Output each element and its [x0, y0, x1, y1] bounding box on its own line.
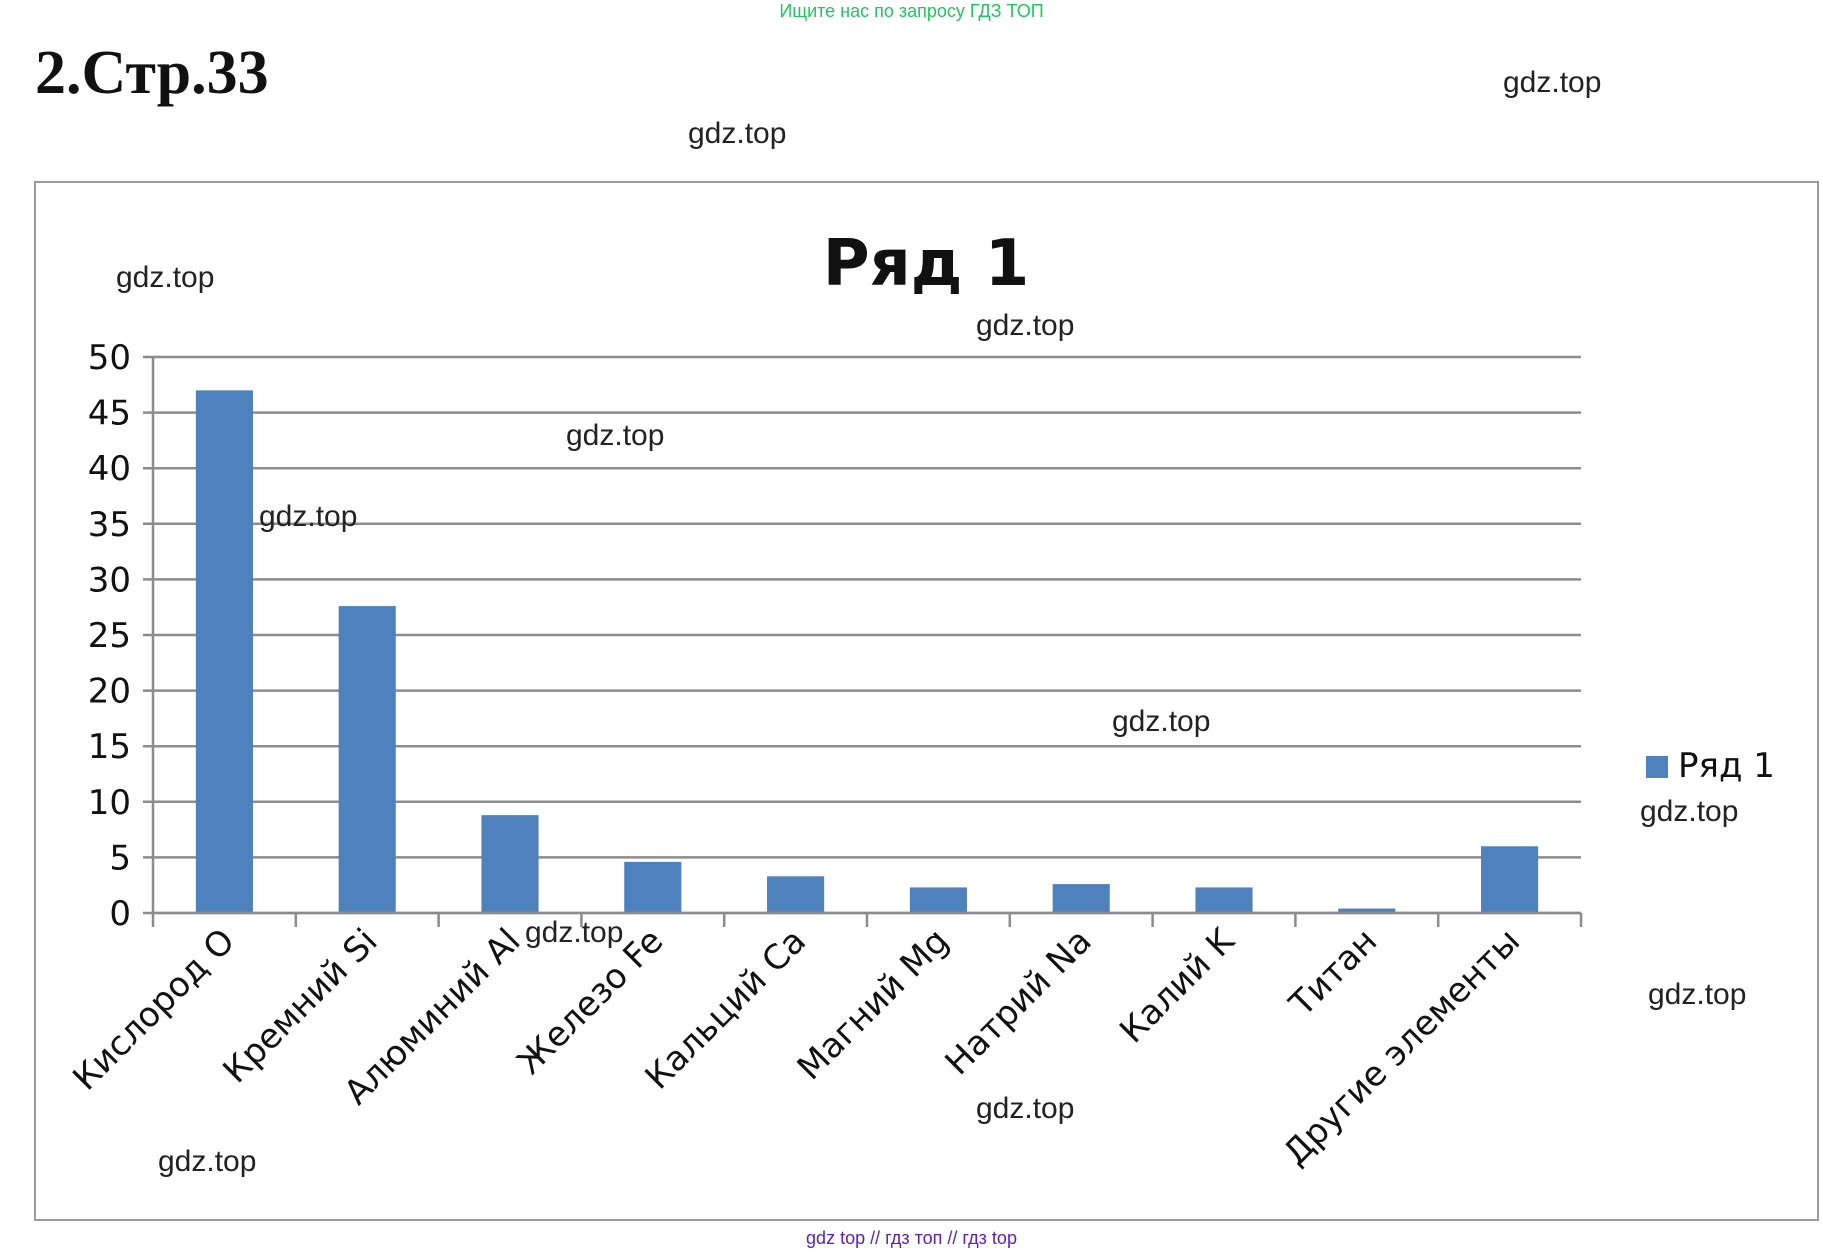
footer-links[interactable]: gdz top // гдз топ // гдз top: [806, 1228, 1017, 1248]
bar: [624, 861, 682, 913]
watermark: gdz.top: [976, 309, 1075, 342]
x-tick-label: Другие элементы: [1276, 921, 1528, 1173]
y-tick-label: 5: [109, 838, 131, 878]
watermark: gdz.top: [688, 117, 787, 150]
watermark: gdz.top: [566, 419, 665, 452]
bar: [1338, 908, 1396, 913]
bar: [1052, 884, 1110, 913]
bar: [1195, 887, 1253, 913]
y-tick-label: 10: [88, 783, 131, 823]
bar-chart: Ряд 1 0 5 10 15 20 25 30 35 40 45 50 Кислород ОКре…: [65, 227, 1775, 1173]
bar: [195, 390, 253, 913]
x-tick-label: Натрий Na: [938, 921, 1100, 1083]
watermark: gdz.top: [116, 261, 215, 294]
y-tick-label: 30: [88, 560, 131, 600]
y-tick-label: 15: [88, 727, 131, 767]
bar: [481, 815, 539, 913]
y-tick-label: 45: [88, 394, 131, 434]
bar: [338, 606, 396, 913]
y-tick-label: 50: [88, 338, 131, 378]
x-tick-label: Кислород О: [65, 921, 242, 1098]
x-tick-label: Титан: [1281, 921, 1385, 1025]
watermark: gdz.top: [158, 1145, 257, 1178]
y-tick-label: 40: [88, 449, 131, 489]
top-banner[interactable]: Ищите нас по запросу ГДЗ ТОП: [779, 1, 1044, 21]
watermark: gdz.top: [976, 1092, 1075, 1125]
bars: [195, 390, 1539, 913]
legend: Ряд 1: [1646, 746, 1775, 786]
bar: [767, 876, 825, 913]
watermark: gdz.top: [1503, 66, 1602, 99]
axes: [151, 357, 1583, 927]
y-tick-label: 25: [88, 616, 131, 656]
y-tick-label: 20: [88, 672, 131, 712]
watermark: gdz.top: [1648, 978, 1747, 1011]
watermark: gdz.top: [525, 916, 624, 949]
chart-frame: Ряд 1 0 5 10 15 20 25 30 35 40 45 50 Кислород О Кре…: [34, 181, 1819, 1221]
chart-title: Ряд 1: [823, 227, 1030, 301]
y-tick-label: 35: [88, 505, 131, 545]
x-tick-label: Магний Mg: [790, 921, 957, 1088]
watermark: gdz.top: [1112, 705, 1211, 738]
y-tick-label: 0: [109, 894, 131, 934]
page-title: 2.Стр.33: [35, 39, 269, 107]
bar: [909, 887, 967, 913]
bar: [1481, 846, 1539, 913]
watermark: gdz.top: [259, 500, 358, 533]
legend-swatch: [1646, 756, 1668, 778]
watermark: gdz.top: [1640, 795, 1739, 828]
legend-label: Ряд 1: [1678, 746, 1775, 786]
x-tick-label: Калий K: [1112, 920, 1243, 1051]
y-tick-labels: 0 5 10 15 20 25 30 35 40 45 50: [88, 338, 131, 934]
